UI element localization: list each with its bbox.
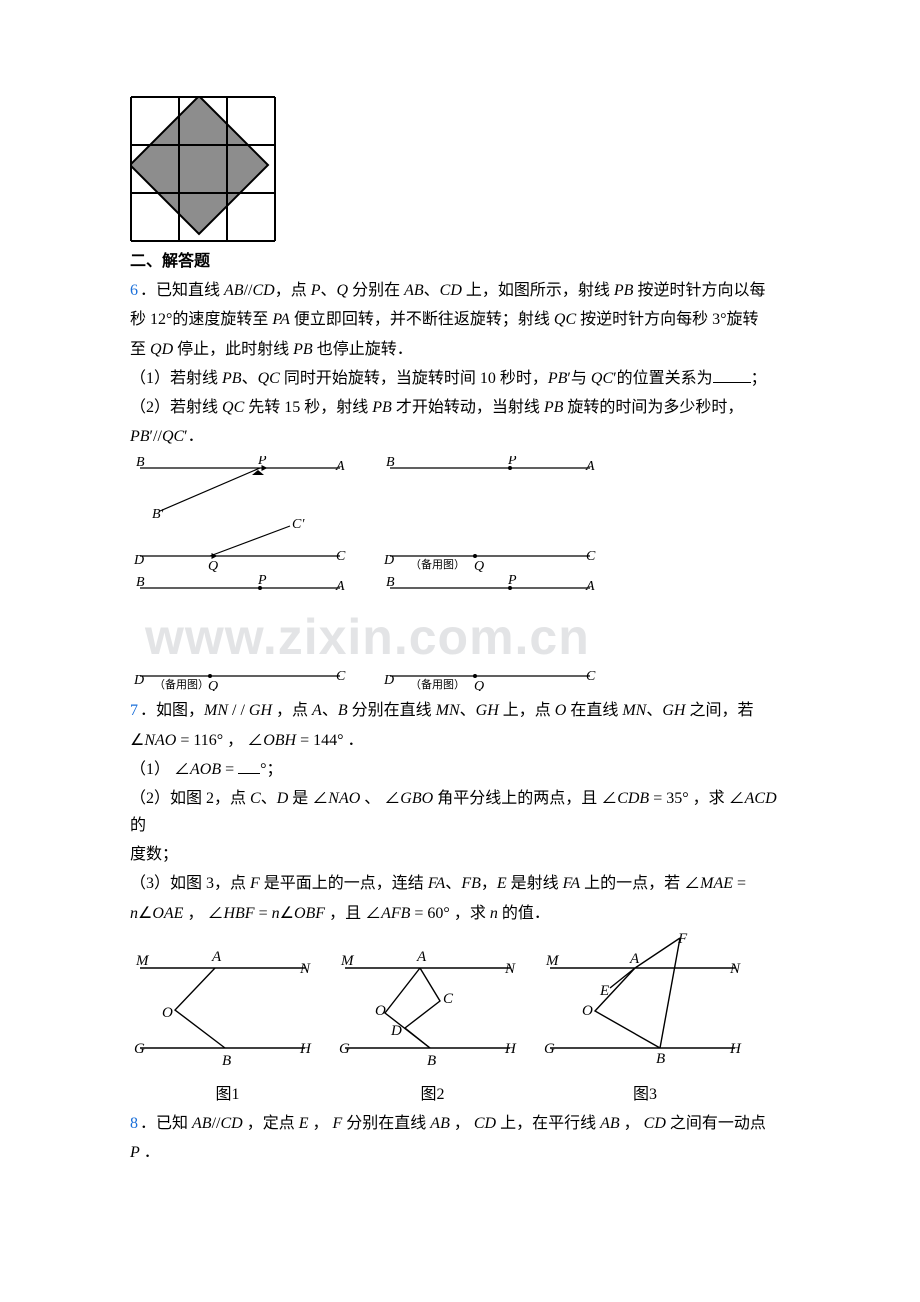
svg-text:（备用图）: （备用图）: [410, 557, 465, 571]
svg-text:C: C: [336, 669, 346, 684]
svg-text:B: B: [656, 1051, 665, 1067]
svg-text:B′: B′: [152, 507, 165, 522]
svg-text:B: B: [427, 1053, 436, 1069]
svg-text:M: M: [135, 953, 150, 969]
q6-line1: 6．已知直线 AB//CD，点 P、Q 分别在 AB、CD 上，如图所示，射线 …: [130, 277, 790, 304]
svg-text:H: H: [299, 1041, 312, 1057]
svg-text:Q: Q: [474, 679, 484, 691]
svg-text:N: N: [504, 961, 516, 977]
svg-text:P: P: [507, 456, 517, 468]
svg-text:O: O: [162, 1005, 173, 1021]
svg-text:A: A: [585, 579, 595, 594]
grid-square-svg: [130, 96, 276, 242]
q7-line2: ∠NAO = 116° ， ∠OBH = 144° ．: [130, 727, 790, 754]
svg-text:E: E: [599, 983, 609, 999]
svg-text:D: D: [383, 673, 394, 688]
section-title: 二、解答题: [130, 248, 790, 275]
svg-text:B: B: [222, 1053, 231, 1069]
svg-text:H: H: [504, 1041, 517, 1057]
svg-text:O: O: [375, 1003, 386, 1019]
q6-diagram-svg: B P A B′ C′ D Q C B P A D Q C （备用图）: [130, 456, 610, 691]
q7-cap2: 图2: [335, 1080, 530, 1104]
svg-text:H: H: [729, 1041, 742, 1057]
svg-text:P: P: [507, 573, 517, 588]
svg-text:C: C: [336, 549, 346, 564]
q6-blank: [713, 367, 751, 382]
svg-text:O: O: [582, 1003, 593, 1019]
q7-part3: （3）如图 3，点 F 是平面上的一点，连结 FA、FB，E 是射线 FA 上的…: [130, 870, 790, 897]
svg-text:G: G: [544, 1041, 555, 1057]
q6-part3: PB′//QC′．: [130, 423, 790, 450]
svg-text:D: D: [133, 553, 144, 568]
svg-text:D: D: [390, 1023, 402, 1039]
svg-text:C: C: [586, 669, 596, 684]
svg-text:F: F: [677, 933, 688, 947]
q8-line1: 8．已知 AB//CD ，定点 E ， F 分别在直线 AB ， CD 上，在平…: [130, 1110, 790, 1137]
svg-text:P: P: [257, 573, 267, 588]
q7-part2: （2）如图 2，点 C、D 是 ∠NAO 、 ∠GBO 角平分线上的两点，且 ∠…: [130, 785, 790, 839]
svg-text:B: B: [386, 456, 395, 470]
svg-text:A: A: [416, 949, 427, 965]
q7-part1: （1） ∠AOB = °；: [130, 756, 790, 783]
svg-text:G: G: [134, 1041, 145, 1057]
q7-part4: n∠OAE ， ∠HBF = n∠OBF ，且 ∠AFB = 60° ，求 n …: [130, 900, 790, 927]
svg-text:A: A: [211, 949, 222, 965]
q6-part1: （1）若射线 PB、QC 同时开始旋转，当旋转时间 10 秒时，PB′与 QC′…: [130, 365, 790, 392]
q7-line1: 7．如图，MN / / GH ，点 A、B 分别在直线 MN、GH 上，点 O …: [130, 697, 790, 724]
grid-square-figure: [130, 96, 790, 242]
q7-triptych: M A N O G B H 图1: [130, 933, 790, 1104]
svg-text:A: A: [629, 951, 640, 967]
svg-text:Q: Q: [208, 679, 218, 691]
q7-blank: [238, 758, 260, 773]
svg-text:D: D: [133, 673, 144, 688]
svg-text:B: B: [136, 575, 145, 590]
svg-text:Q: Q: [208, 559, 218, 574]
q7-fig3: M A N F EO G B H: [540, 933, 750, 1073]
svg-text:A: A: [585, 459, 595, 474]
q7-fig2: M A N O C D G B H: [335, 943, 530, 1073]
svg-text:C: C: [586, 549, 596, 564]
q6-line2: 秒 12°的速度旋转至 PA 便立即回转，并不断往返旋转；射线 QC 按逆时针方…: [130, 306, 790, 333]
svg-text:B: B: [386, 575, 395, 590]
q7-number: 7: [130, 702, 138, 719]
svg-text:D: D: [383, 553, 394, 568]
q7-cap3: 图3: [540, 1080, 750, 1104]
svg-text:G: G: [339, 1041, 350, 1057]
svg-text:C′: C′: [292, 517, 305, 532]
q8-number: 8: [130, 1115, 138, 1132]
svg-text:A: A: [335, 459, 345, 474]
svg-text:C: C: [443, 991, 454, 1007]
svg-text:N: N: [299, 961, 311, 977]
svg-text:B: B: [136, 456, 145, 470]
q8-line2: P ．: [130, 1139, 790, 1166]
svg-text:（备用图）: （备用图）: [154, 677, 209, 691]
svg-text:A: A: [335, 579, 345, 594]
svg-text:Q: Q: [474, 559, 484, 574]
q6-part2: （2）若射线 QC 先转 15 秒，射线 PB 才开始转动，当射线 PB 旋转的…: [130, 394, 790, 421]
svg-text:P: P: [257, 456, 267, 468]
svg-text:M: M: [545, 953, 560, 969]
q6-line3: 至 QD 停止，此时射线 PB 也停止旋转．: [130, 336, 790, 363]
svg-text:N: N: [729, 961, 741, 977]
svg-text:M: M: [340, 953, 355, 969]
q6-number: 6: [130, 282, 138, 299]
q7-fig1: M A N O G B H: [130, 943, 325, 1073]
q7-part2b: 度数；: [130, 841, 790, 868]
q7-cap1: 图1: [130, 1080, 325, 1104]
q6-diagram: B P A B′ C′ D Q C B P A D Q C （备用图）: [130, 456, 790, 691]
svg-text:（备用图）: （备用图）: [410, 677, 465, 691]
